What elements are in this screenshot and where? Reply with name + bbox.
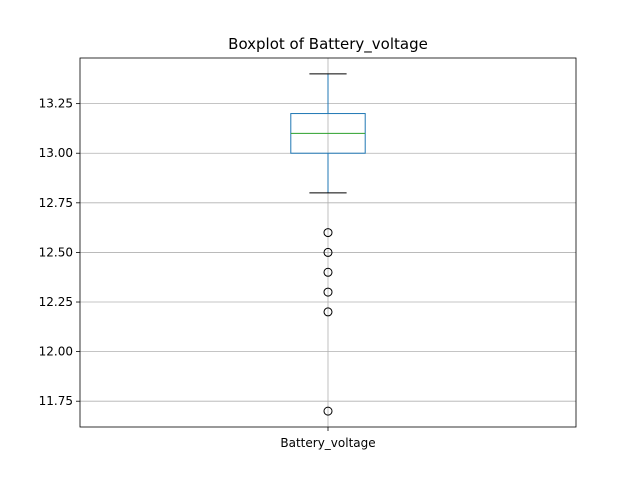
outlier-point bbox=[323, 247, 333, 257]
chart-title: Boxplot of Battery_voltage bbox=[228, 35, 428, 54]
outlier-point bbox=[323, 406, 333, 416]
outlier-point bbox=[323, 287, 333, 297]
y-tick-label: 12.75 bbox=[39, 196, 73, 210]
y-tick-label: 12.25 bbox=[39, 295, 73, 309]
outlier-point bbox=[323, 267, 333, 277]
y-tick-label: 11.75 bbox=[39, 394, 73, 408]
grid-layer bbox=[80, 58, 576, 427]
y-tick-label: 12.00 bbox=[39, 345, 73, 359]
axes-frame bbox=[79, 57, 577, 428]
tick-layer: 11.75 12.00 12.25 12.50 12.75 13.00 13.25 Batte… bbox=[39, 97, 376, 450]
x-tick-label: Battery_voltage bbox=[280, 436, 375, 450]
box-layer bbox=[290, 73, 366, 416]
outlier-point bbox=[323, 307, 333, 317]
y-tick-label: 13.25 bbox=[39, 97, 73, 111]
y-tick-label: 12.50 bbox=[39, 245, 73, 259]
outlier-point bbox=[323, 228, 333, 238]
y-tick-label: 13.00 bbox=[39, 146, 73, 160]
